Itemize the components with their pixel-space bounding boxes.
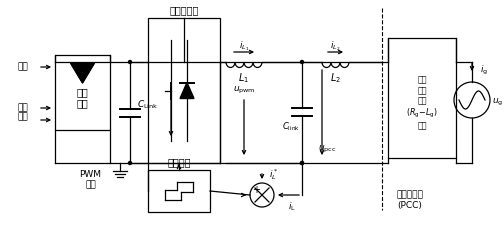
Circle shape (300, 60, 303, 64)
Polygon shape (180, 83, 194, 98)
Text: $L_1$: $L_1$ (238, 71, 249, 85)
Text: 光伏
模块: 光伏 模块 (77, 87, 88, 108)
Text: 滞环控制: 滞环控制 (167, 157, 191, 167)
Text: $C_{\rm Link}$: $C_{\rm Link}$ (138, 98, 159, 111)
Text: $u_{\rm pwm}$: $u_{\rm pwm}$ (233, 84, 256, 96)
Text: $u_{\rm pcc}$: $u_{\rm pcc}$ (318, 144, 336, 155)
Text: 并网逆变器: 并网逆变器 (169, 5, 199, 15)
Circle shape (129, 162, 132, 164)
Text: 光照: 光照 (18, 103, 29, 113)
Text: 电网
传递
函数
$(R_{\rm g}{-}L_{\rm g})$
网络: 电网 传递 函数 $(R_{\rm g}{-}L_{\rm g})$ 网络 (406, 76, 438, 131)
Text: $u_{\rm g}$: $u_{\rm g}$ (492, 96, 503, 108)
Text: $i_{L_2}$: $i_{L_2}$ (330, 39, 341, 53)
Text: 强度: 强度 (18, 113, 29, 121)
Text: 温度: 温度 (18, 62, 29, 72)
Circle shape (129, 60, 132, 64)
Circle shape (300, 162, 303, 164)
Bar (388, 38, 456, 158)
Text: +: + (252, 185, 260, 195)
Text: $C_{\rm link}$: $C_{\rm link}$ (282, 120, 300, 133)
Circle shape (300, 162, 303, 164)
Text: $i_{\rm L}$: $i_{\rm L}$ (288, 201, 296, 213)
Text: $i^*_{L}$: $i^*_{L}$ (269, 168, 279, 182)
Text: 公共接入点
(PCC): 公共接入点 (PCC) (397, 190, 423, 210)
Text: PWM
脉冲: PWM 脉冲 (80, 170, 101, 190)
Polygon shape (71, 63, 95, 83)
Text: $i_{L_1}$: $i_{L_1}$ (239, 39, 249, 53)
Bar (148, 18, 220, 163)
Text: $L_2$: $L_2$ (330, 71, 341, 85)
Bar (55, 55, 110, 130)
Bar (148, 170, 210, 212)
Text: $i_{\rm g}$: $i_{\rm g}$ (480, 63, 488, 77)
